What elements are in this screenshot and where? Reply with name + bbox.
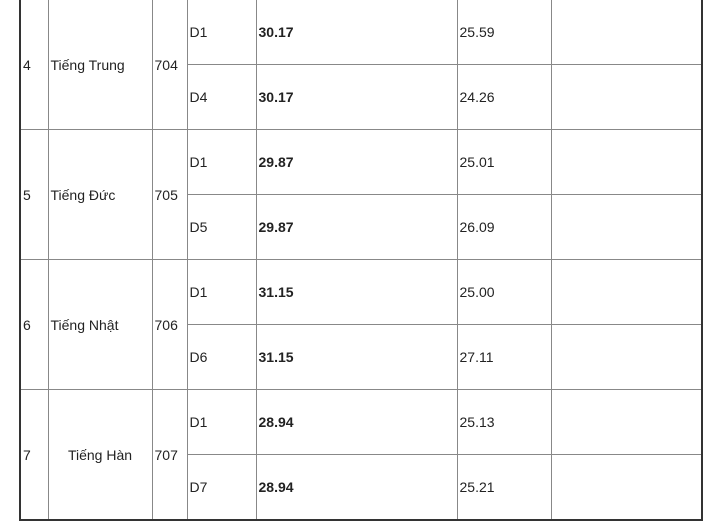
note-cell	[550, 259, 703, 325]
subject-block-cell: D5	[186, 194, 257, 260]
subject-block-cell: D6	[186, 324, 257, 390]
note-cell	[550, 324, 703, 390]
note-cell	[550, 64, 703, 130]
major-code-cell: 705	[151, 129, 188, 260]
row-number-cell: 6	[19, 259, 49, 390]
major-name-cell: Tiếng Nhật	[47, 259, 153, 390]
row-number-cell: 4	[19, 0, 49, 130]
score-cell: 28.94	[255, 454, 458, 521]
major-code-cell: 704	[151, 0, 188, 130]
note-cell	[550, 194, 703, 260]
score-cell: 31.15	[255, 324, 458, 390]
major-code-cell: 707	[151, 389, 188, 521]
score-cell: 28.94	[255, 389, 458, 455]
previous-score-cell: 24.26	[456, 64, 552, 130]
row-number-cell: 7	[19, 389, 49, 521]
previous-score-cell: 26.09	[456, 194, 552, 260]
previous-score-cell: 25.21	[456, 454, 552, 521]
subject-block-cell: D1	[186, 259, 257, 325]
previous-score-cell: 27.11	[456, 324, 552, 390]
note-cell	[550, 129, 703, 195]
score-cell: 30.17	[255, 0, 458, 65]
major-name-cell: Tiếng Đức	[47, 129, 153, 260]
subject-block-cell: D1	[186, 129, 257, 195]
previous-score-cell: 25.59	[456, 0, 552, 65]
note-cell	[550, 389, 703, 455]
previous-score-cell: 25.13	[456, 389, 552, 455]
table-row: 6 Tiếng Nhật 706 D1 31.15 25.00	[19, 259, 703, 390]
previous-score-cell: 25.01	[456, 129, 552, 195]
subject-block-cell: D4	[186, 64, 257, 130]
subject-block-cell: D7	[186, 454, 257, 521]
previous-score-cell: 25.00	[456, 259, 552, 325]
table-row: 4 Tiếng Trung 704 D1 30.17 25.59	[19, 0, 703, 130]
score-cell: 31.15	[255, 259, 458, 325]
table-row: D7 28.94 25.21	[20, 454, 703, 521]
score-cell: 29.87	[255, 194, 458, 260]
subject-block-cell: D1	[186, 0, 257, 65]
note-cell	[550, 0, 703, 65]
row-number-cell: 5	[19, 129, 49, 260]
score-cell: 29.87	[255, 129, 458, 195]
admission-scores-table: 4 Tiếng Trung 704 D1 30.17 25.59 D4 30.17 24.26 5…	[19, 0, 703, 521]
subject-block-cell: D1	[186, 389, 257, 455]
table-row: 5 Tiếng Đức 705 D1 29.87 25.01	[19, 129, 703, 260]
note-cell	[550, 454, 703, 521]
score-cell: 30.17	[255, 64, 458, 130]
table-row: D4 30.17 24.26	[20, 64, 703, 130]
table-row: D6 31.15 27.11	[20, 324, 703, 390]
major-name-cell: Tiếng Trung	[47, 0, 153, 130]
table-row: D5 29.87 26.09	[20, 194, 703, 260]
major-name-cell: Tiếng Hàn	[47, 389, 153, 521]
major-code-cell: 706	[151, 259, 188, 390]
table-row: 7 Tiếng Hàn 707 D1 28.94 25.13	[19, 389, 703, 521]
